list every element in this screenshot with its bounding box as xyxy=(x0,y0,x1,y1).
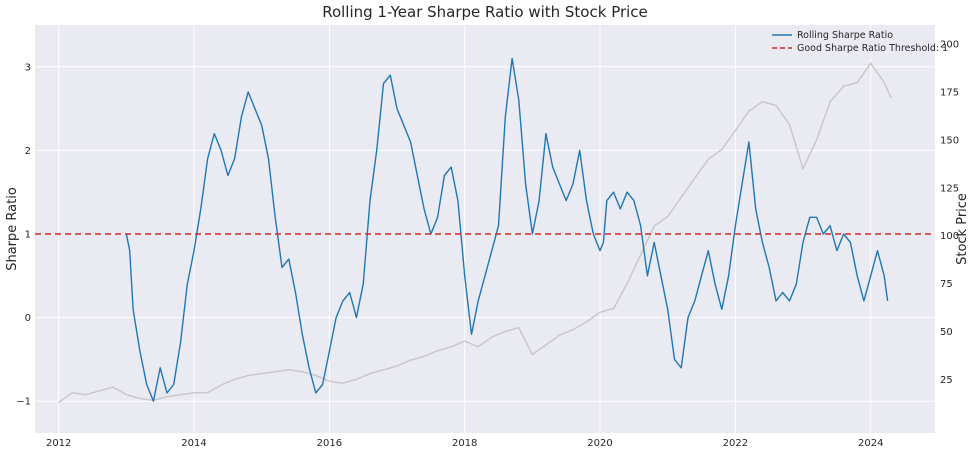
y2-tick-label: 50 xyxy=(940,327,953,338)
x-tick-label: 2014 xyxy=(181,438,206,449)
x-tick-label: 2022 xyxy=(723,438,748,449)
y-tick-label: 0 xyxy=(25,313,31,324)
x-tick-label: 2016 xyxy=(317,438,342,449)
y-tick-label: 3 xyxy=(25,62,31,73)
y2-tick-label: 150 xyxy=(940,135,959,146)
y2-axis-title: Stock Price xyxy=(955,193,970,265)
x-tick-label: 2024 xyxy=(858,438,883,449)
y-tick-label: 2 xyxy=(25,146,31,157)
y-tick-label: −1 xyxy=(16,397,31,408)
stock-price-line xyxy=(58,61,892,404)
legend-label-threshold: Good Sharpe Ratio Threshold: 1 xyxy=(797,43,948,54)
legend-box xyxy=(765,29,932,59)
series-layer xyxy=(35,57,935,404)
y2-tick-label: 100 xyxy=(940,231,959,242)
y-axis-title: Sharpe Ratio xyxy=(5,187,20,271)
x-tick-label: 2012 xyxy=(46,438,71,449)
y-tick-label: 1 xyxy=(25,230,31,241)
y2-tick-label: 75 xyxy=(940,279,953,290)
axes: 2012 2014 2016 2018 2020 2022 2024 −1 0 1 2 3 25 50 75… xyxy=(16,40,959,449)
x-tick-label: 2020 xyxy=(587,438,612,449)
plot-area xyxy=(35,25,935,433)
y2-tick-label: 25 xyxy=(940,375,953,386)
y2-tick-label: 175 xyxy=(940,88,959,99)
y2-tick-label: 125 xyxy=(940,183,959,194)
legend: Rolling Sharpe Ratio Good Sharpe Ratio T… xyxy=(765,29,948,59)
legend-label-sharpe: Rolling Sharpe Ratio xyxy=(797,30,893,41)
sharpe-ratio-line xyxy=(125,57,889,402)
chart-title: Rolling 1-Year Sharpe Ratio with Stock P… xyxy=(322,3,648,21)
x-tick-label: 2018 xyxy=(452,438,477,449)
y2-tick-label: 200 xyxy=(940,40,959,51)
